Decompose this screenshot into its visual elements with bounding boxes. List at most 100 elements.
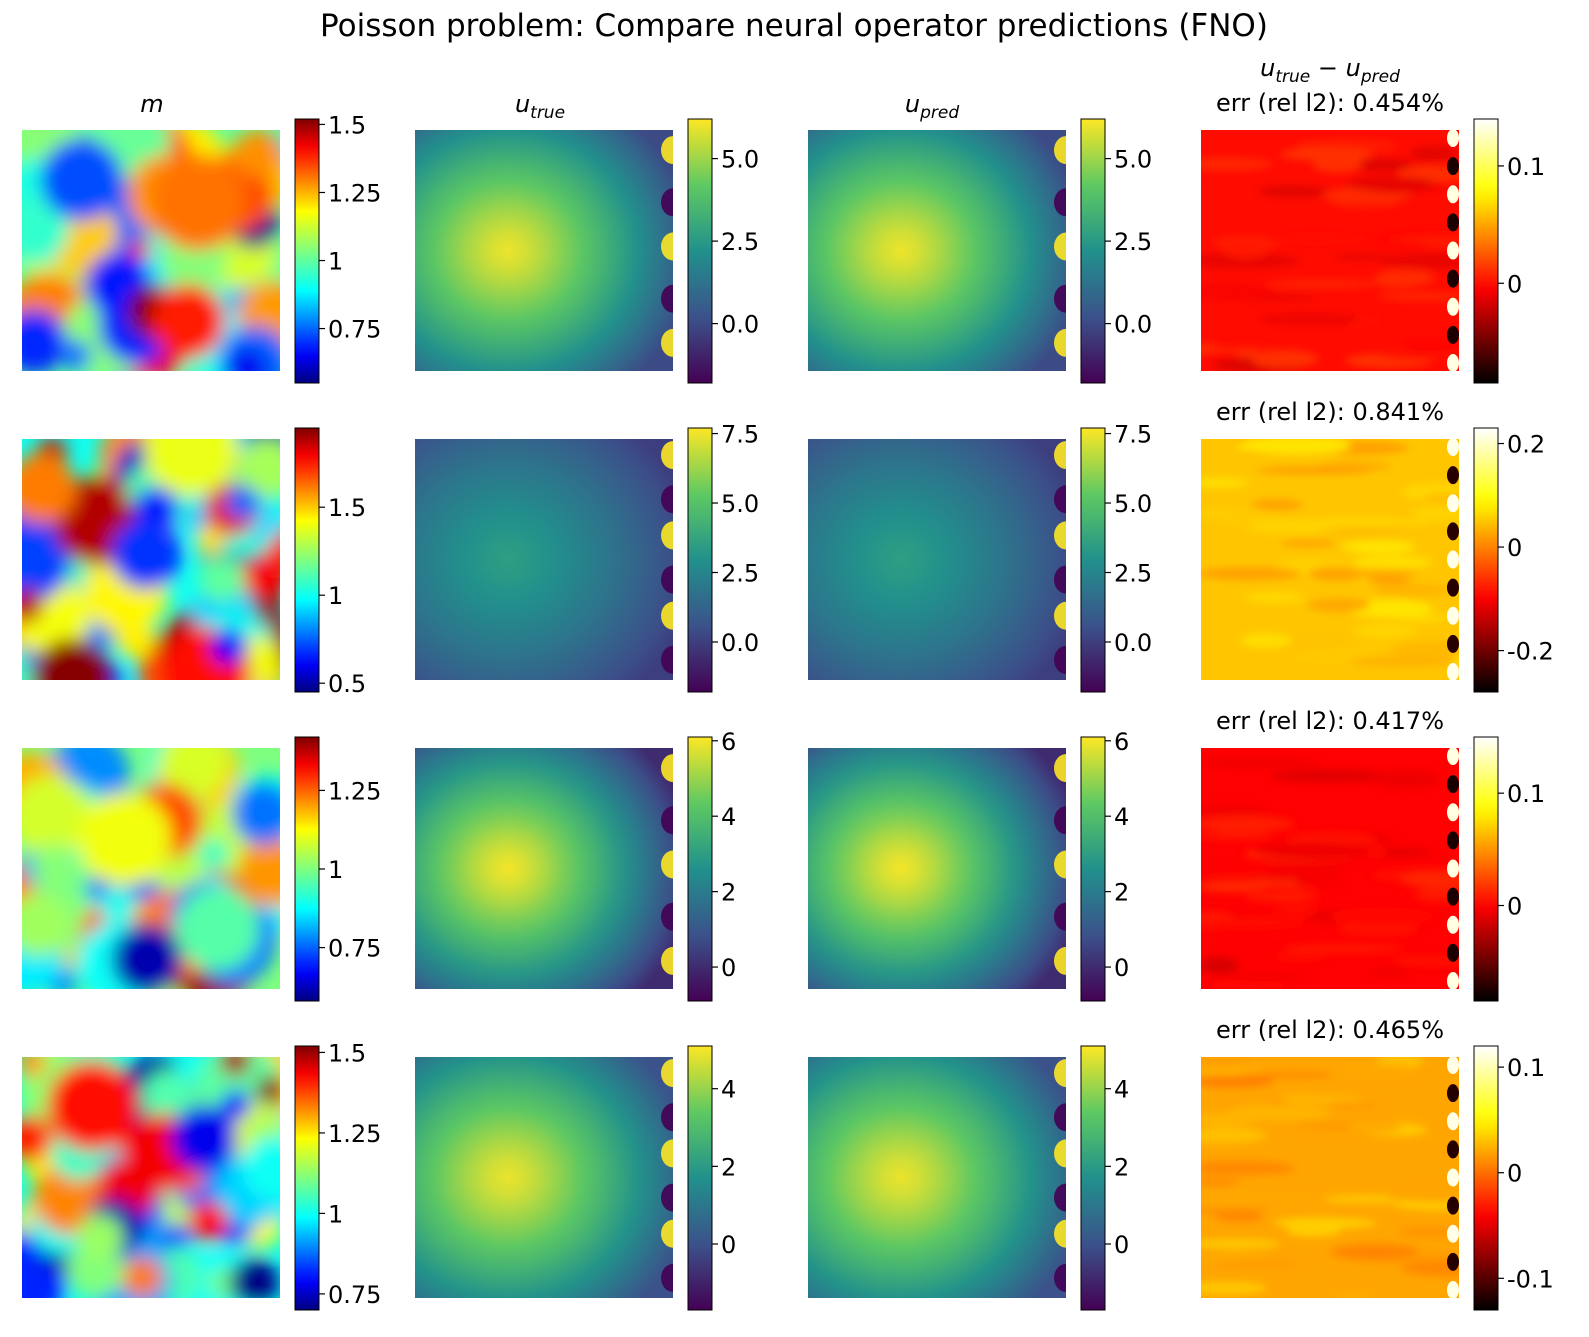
error-streak — [1201, 1058, 1262, 1068]
field-gradient — [415, 1057, 673, 1298]
colorbar-tick-label: 0 — [721, 954, 736, 982]
colorbar-panel-row2-diff: 0.2 0 -0.2 — [1473, 427, 1554, 693]
field-blob — [40, 138, 123, 221]
error-streak — [1247, 519, 1339, 534]
error-streak — [1201, 1126, 1268, 1145]
boundary-spot — [661, 232, 673, 261]
colorbar-scale — [294, 736, 320, 1002]
field-blob — [175, 631, 209, 665]
colorbar-tick-label: 1.5 — [328, 111, 366, 139]
panel-row4-u-pred — [808, 1057, 1066, 1298]
boundary-error — [1447, 550, 1459, 569]
error-streak — [1201, 880, 1272, 893]
boundary-error — [1447, 522, 1459, 541]
boundary-error — [1447, 1057, 1459, 1074]
error-streak — [1252, 841, 1373, 860]
colorbar-tick-label: 1.25 — [328, 1120, 381, 1148]
colorbar-panel-row4-m: 1.5 1.25 1 0.75 — [294, 1039, 381, 1311]
colorbar-tick-label: 0 — [721, 1231, 736, 1259]
boundary-error — [1447, 1140, 1459, 1159]
field-blob — [61, 340, 92, 371]
boundary-error — [1447, 185, 1459, 204]
boundary-spot — [1054, 485, 1066, 514]
boundary-error — [1447, 859, 1459, 878]
error-streak — [1201, 1238, 1281, 1250]
colorbar-tick-label: 4 — [1114, 1076, 1129, 1104]
error-streak — [1258, 312, 1360, 326]
colorbar-tick-label: 1 — [328, 248, 343, 276]
colorbar-tick-label: 1.5 — [328, 494, 366, 522]
field-gradient — [808, 1057, 1066, 1298]
colorbar-tick-label: 1.25 — [328, 777, 381, 805]
colorbar-panel-row2-m: 1.5 1 0.5 — [294, 427, 366, 698]
panel-row1-u-true — [415, 130, 673, 371]
error-streak — [1274, 952, 1327, 961]
boundary-error — [1447, 748, 1459, 765]
error-streak — [1220, 973, 1308, 982]
field-blob — [111, 924, 183, 989]
colorbar-tick-label: 5.0 — [721, 490, 759, 518]
boundary-spot — [1054, 1219, 1066, 1248]
boundary-spot — [661, 136, 673, 165]
colorbar-tick-label: 2 — [1114, 879, 1129, 907]
error-streak — [1410, 506, 1459, 522]
boundary-error — [1447, 831, 1459, 850]
colorbar-panel-row4-diff: 0.1 0 -0.1 — [1473, 1045, 1554, 1311]
colorbar-panel-row2-u-true: 7.5 5.0 2.5 0.0 — [687, 421, 759, 693]
err-label-row-2: err (rel l2): 0.841% — [1216, 398, 1444, 426]
error-streak — [1210, 340, 1275, 351]
boundary-spot — [1054, 284, 1066, 313]
panel-row4-u-true — [415, 1057, 673, 1298]
field-gradient — [415, 748, 673, 989]
colorbar-scale — [294, 118, 320, 384]
error-streak — [1337, 922, 1417, 936]
boundary-error — [1447, 634, 1459, 653]
field-blob — [242, 1136, 280, 1202]
colorbar-tick-label: 1.25 — [328, 179, 381, 207]
error-streak — [1329, 907, 1435, 926]
field-blob — [150, 154, 246, 251]
error-streak — [1264, 231, 1370, 246]
error-streak — [1269, 769, 1387, 783]
boundary-spot — [1054, 565, 1066, 594]
error-streak — [1321, 528, 1409, 536]
colorbar-tick-label: 1 — [328, 582, 343, 610]
error-streak — [1331, 253, 1398, 261]
field-blob — [143, 439, 239, 497]
error-streak — [1201, 1178, 1241, 1186]
colorbar-tick-label: 0.1 — [1507, 1054, 1545, 1082]
boundary-error — [1447, 803, 1459, 822]
panel-row2-diff — [1201, 439, 1459, 680]
boundary-spot — [661, 485, 673, 514]
boundary-spot — [1054, 645, 1066, 674]
colorbar-tick-label: 2.5 — [1114, 560, 1152, 588]
field-blob — [142, 1069, 197, 1125]
field-blob — [219, 1057, 251, 1077]
err-label-row-4: err (rel l2): 0.465% — [1216, 1016, 1444, 1044]
colorbar-tick-label: 0.75 — [328, 935, 381, 963]
boundary-error — [1447, 606, 1459, 625]
colorbar-scale — [1473, 427, 1499, 693]
colorbar-tick-label: 0.0 — [721, 311, 759, 339]
error-streak — [1201, 1160, 1296, 1176]
boundary-error — [1447, 269, 1459, 288]
colorbar-tick-label: 4 — [721, 1076, 736, 1104]
error-streak — [1201, 917, 1306, 928]
colorbar-tick-label: 2 — [721, 879, 736, 907]
boundary-error — [1447, 494, 1459, 513]
colorbar-panel-row3-m: 1.25 1 0.75 — [294, 736, 381, 1002]
colorbar-tick-label: 7.5 — [721, 421, 759, 449]
boundary-error — [1447, 466, 1459, 485]
colorbar-tick-label: 0.5 — [328, 670, 366, 698]
boundary-spot — [661, 188, 673, 217]
colorbar-tick-label: 5.0 — [1114, 490, 1152, 518]
boundary-spot — [1054, 754, 1066, 783]
boundary-spot — [1054, 1103, 1066, 1132]
boundary-spot — [1054, 136, 1066, 165]
boundary-spot — [661, 806, 673, 835]
field-blob — [22, 588, 43, 624]
colorbar-scale — [1473, 1045, 1499, 1311]
error-streak — [1400, 871, 1459, 889]
error-streak — [1346, 158, 1414, 172]
error-streak — [1330, 200, 1399, 209]
